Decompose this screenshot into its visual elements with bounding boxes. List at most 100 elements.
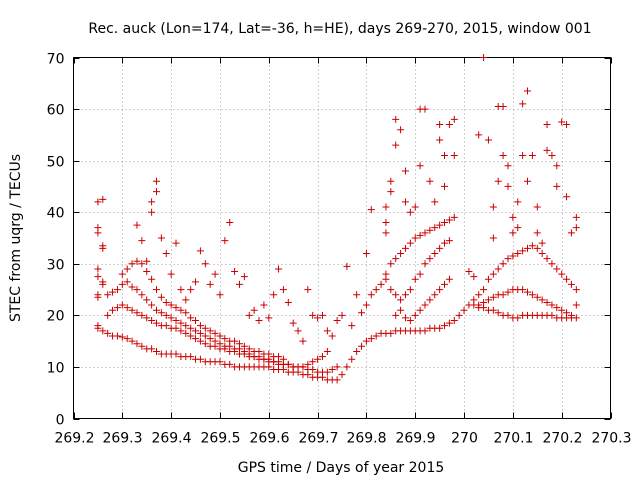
- data-point: [431, 291, 439, 299]
- data-point: [235, 280, 243, 288]
- data-point: [94, 265, 102, 273]
- data-point: [99, 195, 107, 203]
- data-point: [250, 306, 258, 314]
- data-point: [216, 340, 224, 348]
- data-point: [563, 121, 571, 129]
- data-point: [519, 100, 527, 108]
- data-point: [196, 247, 204, 255]
- data-point: [401, 314, 409, 322]
- data-point: [387, 188, 395, 196]
- data-point: [162, 322, 170, 330]
- data-point: [397, 126, 405, 134]
- data-point: [382, 270, 390, 278]
- data-point: [436, 244, 444, 252]
- data-point: [504, 162, 512, 170]
- data-point: [152, 319, 160, 327]
- data-point: [509, 213, 517, 221]
- data-point: [470, 296, 478, 304]
- data-point: [245, 345, 253, 353]
- data-point: [489, 293, 497, 301]
- data-point: [128, 337, 136, 345]
- y-tick-label: 30: [47, 258, 65, 274]
- data-point: [94, 324, 102, 332]
- data-point: [441, 322, 449, 330]
- data-point: [201, 260, 209, 268]
- data-point: [143, 257, 151, 265]
- data-point: [558, 118, 566, 126]
- data-point: [148, 345, 156, 353]
- data-point: [294, 327, 302, 335]
- data-point: [392, 255, 400, 263]
- data-point: [187, 314, 195, 322]
- data-point: [533, 244, 541, 252]
- data-point: [563, 309, 571, 317]
- data-point: [128, 260, 136, 268]
- data-point: [123, 335, 131, 343]
- data-point: [450, 317, 458, 325]
- data-point: [553, 182, 561, 190]
- x-axis-label: GPS time / Days of year 2015: [238, 460, 445, 476]
- data-point: [514, 249, 522, 257]
- data-point: [148, 317, 156, 325]
- data-point: [519, 151, 527, 159]
- data-point: [201, 332, 209, 340]
- data-point: [543, 298, 551, 306]
- data-point: [572, 314, 580, 322]
- data-point: [328, 332, 336, 340]
- data-point: [338, 311, 346, 319]
- data-point: [323, 347, 331, 355]
- data-point: [118, 301, 126, 309]
- data-point: [128, 283, 136, 291]
- data-point: [445, 275, 453, 283]
- data-point: [528, 291, 536, 299]
- data-point: [421, 260, 429, 268]
- data-point: [504, 182, 512, 190]
- data-point: [406, 317, 414, 325]
- data-point: [421, 229, 429, 237]
- data-point: [480, 54, 488, 61]
- data-point: [152, 347, 160, 355]
- data-point: [543, 146, 551, 154]
- data-point: [489, 306, 497, 314]
- data-point: [358, 342, 366, 350]
- data-point: [450, 115, 458, 123]
- data-point: [436, 221, 444, 229]
- data-point: [441, 182, 449, 190]
- data-point: [387, 260, 395, 268]
- data-point: [148, 198, 156, 206]
- data-point: [528, 151, 536, 159]
- data-point: [406, 286, 414, 294]
- data-point: [489, 270, 497, 278]
- data-point: [524, 177, 532, 185]
- data-point: [489, 234, 497, 242]
- data-point: [548, 301, 556, 309]
- data-point: [123, 278, 131, 286]
- data-point: [367, 291, 375, 299]
- data-point: [504, 255, 512, 263]
- x-tick-label: 270.1: [493, 431, 533, 447]
- data-point: [514, 314, 522, 322]
- data-point: [484, 296, 492, 304]
- data-point: [216, 358, 224, 366]
- data-point: [431, 224, 439, 232]
- data-point: [133, 257, 141, 265]
- data-point: [167, 314, 175, 322]
- data-point: [563, 275, 571, 283]
- data-point: [358, 309, 366, 317]
- data-point: [382, 203, 390, 211]
- data-point: [109, 306, 117, 314]
- data-point: [284, 298, 292, 306]
- data-point: [265, 314, 273, 322]
- data-point: [445, 237, 453, 245]
- x-tick-label: 269.3: [102, 431, 142, 447]
- data-point: [353, 347, 361, 355]
- data-point: [157, 293, 165, 301]
- data-point: [177, 306, 185, 314]
- data-point: [348, 355, 356, 363]
- data-point: [138, 291, 146, 299]
- data-point: [309, 311, 317, 319]
- data-point: [299, 337, 307, 345]
- data-point: [367, 335, 375, 343]
- data-point: [548, 151, 556, 159]
